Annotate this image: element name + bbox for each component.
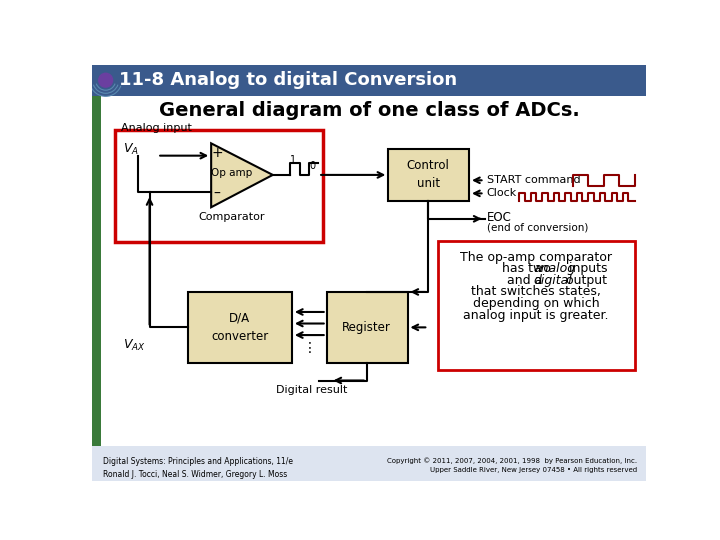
Text: General diagram of one class of ADCs.: General diagram of one class of ADCs. bbox=[158, 102, 580, 120]
Text: that switches states,: that switches states, bbox=[471, 286, 601, 299]
FancyBboxPatch shape bbox=[188, 292, 292, 363]
Text: D/A
converter: D/A converter bbox=[211, 312, 269, 343]
FancyBboxPatch shape bbox=[92, 65, 647, 96]
Text: $V_A$: $V_A$ bbox=[122, 142, 138, 157]
Polygon shape bbox=[211, 143, 273, 207]
FancyBboxPatch shape bbox=[92, 96, 101, 446]
Text: digital: digital bbox=[533, 274, 572, 287]
Text: Clock: Clock bbox=[487, 188, 517, 198]
Text: The op-amp comparator: The op-amp comparator bbox=[460, 251, 612, 264]
Text: (end of conversion): (end of conversion) bbox=[487, 222, 588, 232]
Text: START command: START command bbox=[487, 176, 580, 185]
Text: analog input is greater.: analog input is greater. bbox=[464, 308, 609, 321]
FancyBboxPatch shape bbox=[327, 292, 408, 363]
FancyBboxPatch shape bbox=[438, 241, 634, 370]
Text: –: – bbox=[214, 187, 221, 201]
Text: Comparator: Comparator bbox=[199, 212, 265, 222]
Text: Control
unit: Control unit bbox=[407, 159, 450, 191]
Text: Analog input: Analog input bbox=[121, 123, 192, 133]
Text: Digital Systems: Principles and Applications, 11/e
Ronald J. Tocci, Neal S. Widm: Digital Systems: Principles and Applicat… bbox=[102, 457, 292, 479]
Text: has two: has two bbox=[503, 262, 555, 275]
Text: ⋮: ⋮ bbox=[303, 341, 317, 355]
Text: output: output bbox=[562, 274, 607, 287]
Text: +: + bbox=[212, 146, 223, 160]
Text: Op amp: Op amp bbox=[211, 167, 253, 178]
Text: EOC: EOC bbox=[487, 211, 512, 224]
FancyBboxPatch shape bbox=[92, 446, 647, 481]
Text: Copyright © 2011, 2007, 2004, 2001, 1998  by Pearson Education, Inc.
Upper Saddl: Copyright © 2011, 2007, 2004, 2001, 1998… bbox=[387, 457, 637, 472]
Text: inputs: inputs bbox=[565, 262, 608, 275]
Text: Digital result: Digital result bbox=[276, 384, 347, 395]
Text: analog: analog bbox=[533, 262, 575, 275]
Text: and a: and a bbox=[507, 274, 546, 287]
Text: Register: Register bbox=[342, 321, 391, 334]
Text: 11-8 Analog to digital Conversion: 11-8 Analog to digital Conversion bbox=[119, 71, 457, 89]
FancyBboxPatch shape bbox=[388, 148, 469, 201]
Text: depending on which: depending on which bbox=[473, 297, 600, 310]
Text: 1: 1 bbox=[289, 156, 296, 165]
Text: $V_{AX}$: $V_{AX}$ bbox=[123, 338, 145, 353]
Circle shape bbox=[99, 73, 112, 87]
Text: 0: 0 bbox=[310, 161, 316, 171]
